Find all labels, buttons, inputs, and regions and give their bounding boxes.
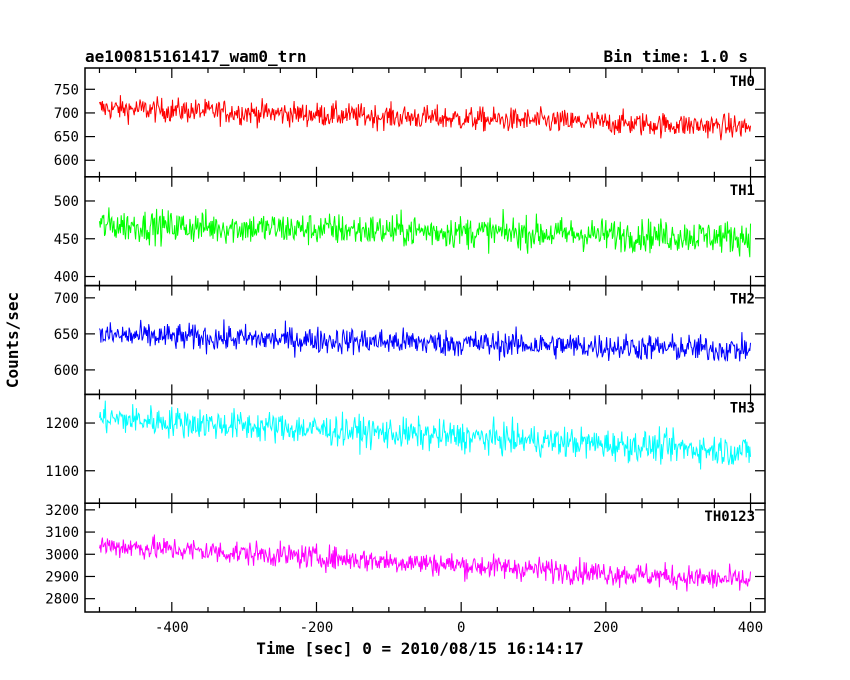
y-tick-label: 650 xyxy=(54,327,79,343)
x-axis-label: Time [sec] 0 = 2010/08/15 16:14:17 xyxy=(256,639,584,658)
y-tick-label: 1200 xyxy=(45,416,79,432)
panel-label-th1: TH1 xyxy=(730,183,755,199)
panels-group: 600 650 700 750 TH0 400 450 500 TH1 600 650 700 TH2 1… xyxy=(45,67,766,636)
y-axis-label: Counts/sec xyxy=(3,292,22,388)
panel-label-th0: TH0 xyxy=(730,74,755,90)
panel-label-th3: TH3 xyxy=(730,400,755,416)
x-tick-label: 0 xyxy=(457,620,465,636)
series-line-th3 xyxy=(99,400,751,470)
panel-label-th2: TH2 xyxy=(730,292,755,308)
y-tick-label: 2800 xyxy=(45,592,79,608)
y-tick-label: 650 xyxy=(54,130,79,146)
panel-frame-th0123 xyxy=(84,502,766,613)
y-tick-label: 750 xyxy=(54,82,79,98)
y-tick-label: 500 xyxy=(54,194,79,210)
y-tick-label: 600 xyxy=(54,363,79,379)
series-line-th0 xyxy=(99,95,751,141)
bin-time-label: Bin time: 1.0 s xyxy=(604,47,749,66)
y-tick-label: 600 xyxy=(54,153,79,169)
y-tick-label: 3100 xyxy=(45,525,79,541)
chart-title: ae100815161417_wam0_trn xyxy=(85,47,307,66)
panel-label-th0123: TH0123 xyxy=(704,509,755,525)
x-tick-label: -400 xyxy=(155,620,189,636)
y-tick-label: 700 xyxy=(54,106,79,122)
panel-frame-th0 xyxy=(84,67,766,178)
y-tick-label: 450 xyxy=(54,232,79,248)
x-tick-label: 400 xyxy=(738,620,763,636)
y-tick-label: 700 xyxy=(54,291,79,307)
y-tick-label: 3200 xyxy=(45,503,79,519)
x-tick-label: 200 xyxy=(593,620,618,636)
y-tick-label: 400 xyxy=(54,270,79,286)
y-tick-label: 2900 xyxy=(45,569,79,585)
series-line-th1 xyxy=(99,207,751,258)
y-tick-label: 1100 xyxy=(45,464,79,480)
x-tick-label: -200 xyxy=(300,620,334,636)
series-line-th2 xyxy=(99,319,751,362)
y-tick-label: 3000 xyxy=(45,547,79,563)
series-line-th0123 xyxy=(99,534,751,592)
